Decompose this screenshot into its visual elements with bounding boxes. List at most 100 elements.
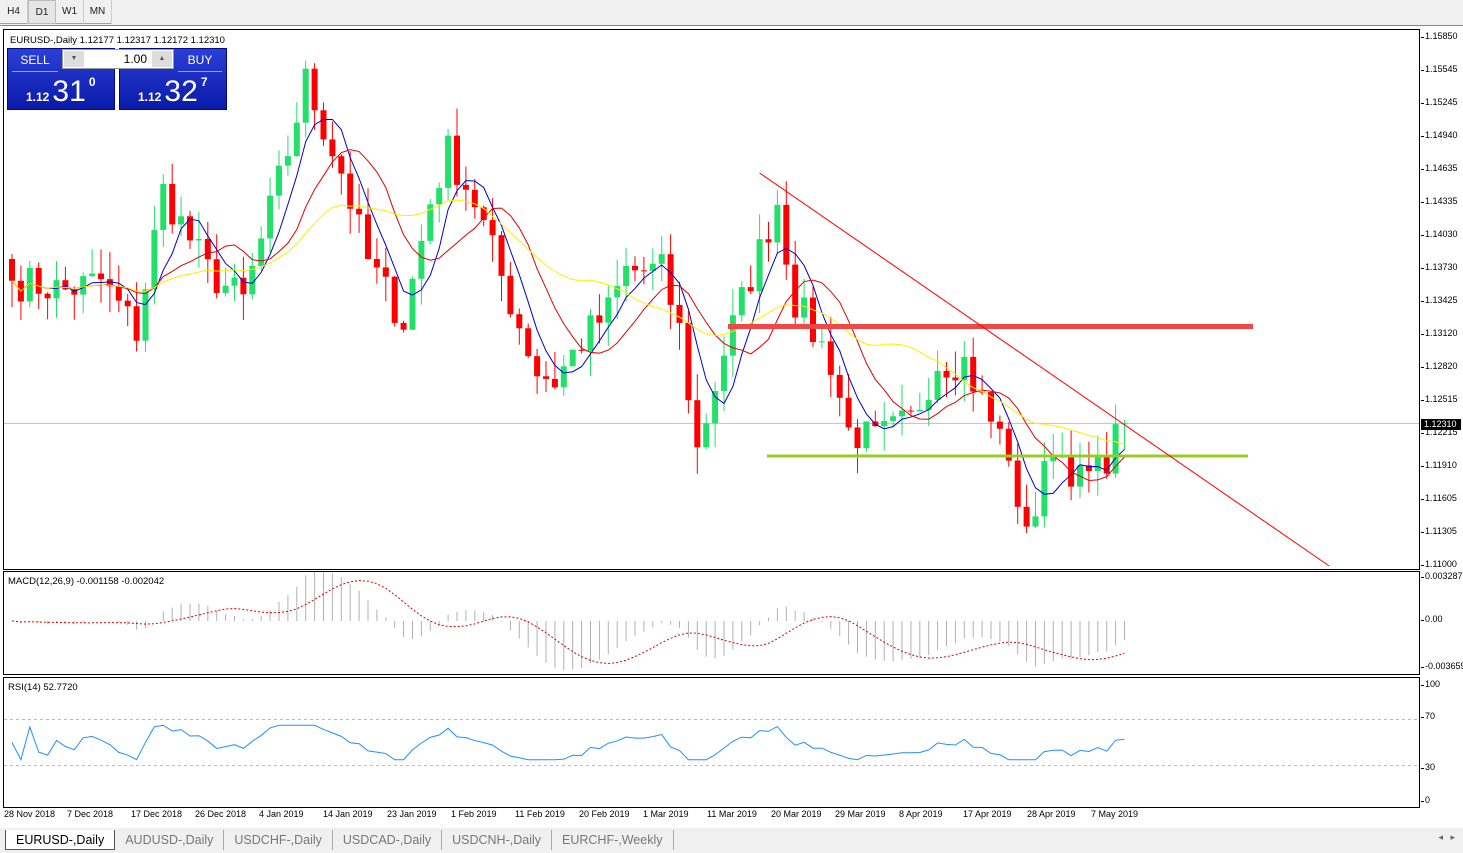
chart-tab[interactable]: USDCHF-,Daily (224, 830, 333, 850)
candle-body (667, 254, 674, 305)
price-tick: 1.14940 (1421, 130, 1458, 140)
timeframe-w1[interactable]: W1 (56, 0, 84, 24)
candle-body (1023, 506, 1030, 527)
price-tick: 1.12820 (1421, 361, 1458, 371)
candle-body (53, 280, 60, 299)
candle-body (187, 216, 193, 241)
date-tick: 28 Apr 2019 (1027, 809, 1076, 819)
price-tick: 1.14635 (1421, 163, 1458, 173)
price-tick: 1.11000 (1421, 559, 1457, 569)
candle-body (721, 355, 727, 392)
chart-tab[interactable]: EURCHF-,Weekly (552, 830, 674, 850)
date-tick: 20 Mar 2019 (771, 809, 822, 819)
candle-body (676, 304, 683, 323)
candle-body (480, 207, 487, 221)
candle-body (658, 254, 665, 264)
candle-body (320, 110, 327, 140)
candle-body (178, 216, 185, 225)
candle-body (356, 208, 363, 215)
price-pane[interactable]: EURUSD-,Daily 1.12177 1.12317 1.12172 1.… (3, 29, 1420, 570)
trendline (759, 172, 1330, 567)
candle-body (1121, 423, 1128, 425)
timeframe-bar: H4 D1 W1 MN (0, 0, 112, 24)
chart-title: EURUSD-,Daily 1.12177 1.12317 1.12172 1.… (10, 35, 225, 46)
macd-chart (11, 572, 1125, 670)
chart-tab[interactable]: EURUSD-,Daily (5, 830, 116, 850)
chart-tab[interactable]: USDCNH-,Daily (442, 830, 553, 850)
candle-body (329, 139, 336, 157)
chart-tabs: EURUSD-,Daily AUDUSD-,Daily USDCHF-,Daily U… (0, 829, 1463, 853)
candle-body (365, 214, 371, 259)
tab-scroll-arrows[interactable]: ◂ ▸ (1438, 832, 1455, 842)
candle-body (1112, 424, 1119, 474)
candle-body (89, 273, 96, 277)
candle-body (400, 322, 407, 330)
candle-body (427, 204, 434, 241)
candle-body (925, 399, 932, 410)
candle-body (71, 289, 78, 295)
date-tick: 20 Feb 2019 (579, 809, 630, 819)
candle-body (293, 122, 300, 157)
candle-body (952, 377, 959, 381)
candle-body (1050, 455, 1057, 462)
sell-price-prefix: 1.12 (26, 90, 50, 104)
candle-body (302, 68, 309, 123)
candle-body (801, 297, 808, 318)
buy-price-prefix: 1.12 (138, 90, 162, 104)
lot-up-button[interactable]: ▲ (152, 51, 172, 67)
candle-body (44, 293, 51, 299)
candle-body (640, 270, 647, 272)
price-tick: 1.15850 (1421, 31, 1458, 41)
candle-body (471, 189, 478, 208)
lot-size-stepper[interactable]: ▼ 1.00 ▲ (62, 49, 174, 69)
candle-body (26, 268, 33, 302)
candle-body (62, 280, 69, 290)
candle-body (338, 156, 345, 174)
date-tick: 7 Dec 2018 (67, 809, 114, 819)
candle-body (213, 259, 220, 293)
candle-body (151, 230, 158, 290)
ma-mid-line (11, 149, 1125, 481)
date-tick: 14 Jan 2019 (323, 809, 373, 819)
chart-tab[interactable]: AUDUSD-,Daily (115, 830, 225, 850)
date-tick: 1 Feb 2019 (451, 809, 497, 819)
candle-body (1085, 465, 1092, 471)
lot-down-button[interactable]: ▼ (64, 51, 84, 67)
buy-price-sup: 7 (200, 75, 208, 89)
candle-body (169, 183, 176, 225)
candle-body (382, 267, 389, 277)
rsi-pane[interactable]: RSI(14) 52.7720 (3, 677, 1420, 808)
candle-body (988, 392, 994, 422)
price-tick: 1.13730 (1421, 262, 1458, 272)
timeframe-d1[interactable]: D1 (28, 0, 56, 24)
rsi-chart (4, 719, 1419, 766)
candle-body (614, 285, 621, 298)
rsi-line (11, 724, 1125, 762)
candle-body (204, 238, 211, 260)
candle-body (899, 410, 905, 417)
timeframe-h4[interactable]: H4 (0, 0, 28, 24)
date-tick: 28 Nov 2018 (4, 809, 56, 819)
date-tick: 1 Mar 2019 (643, 809, 689, 819)
sell-button[interactable]: SELL 1.12 31 0 (7, 48, 115, 110)
price-tick: 1.12215 (1421, 427, 1458, 437)
sell-label: SELL (12, 49, 58, 72)
candle-body (160, 183, 167, 231)
candle-body (881, 421, 888, 427)
price-tick: 1.12515 (1421, 394, 1458, 404)
candle-body (98, 273, 104, 280)
candle-body (747, 287, 754, 292)
candle-body (1068, 454, 1075, 487)
candle-body (712, 391, 719, 424)
timeframe-mn[interactable]: MN (84, 0, 112, 24)
candle-body (765, 239, 772, 243)
candle-body (596, 315, 603, 323)
candle-body (836, 374, 843, 398)
candle-body (543, 376, 549, 379)
candle-body (373, 258, 380, 268)
macd-pane[interactable]: MACD(12,26,9) -0.001158 -0.002042 (3, 571, 1420, 675)
lot-size-input[interactable]: 1.00 (123, 52, 147, 66)
chart-tab[interactable]: USDCAD-,Daily (333, 830, 443, 850)
candle-body (80, 276, 87, 295)
candle-body (516, 314, 523, 329)
